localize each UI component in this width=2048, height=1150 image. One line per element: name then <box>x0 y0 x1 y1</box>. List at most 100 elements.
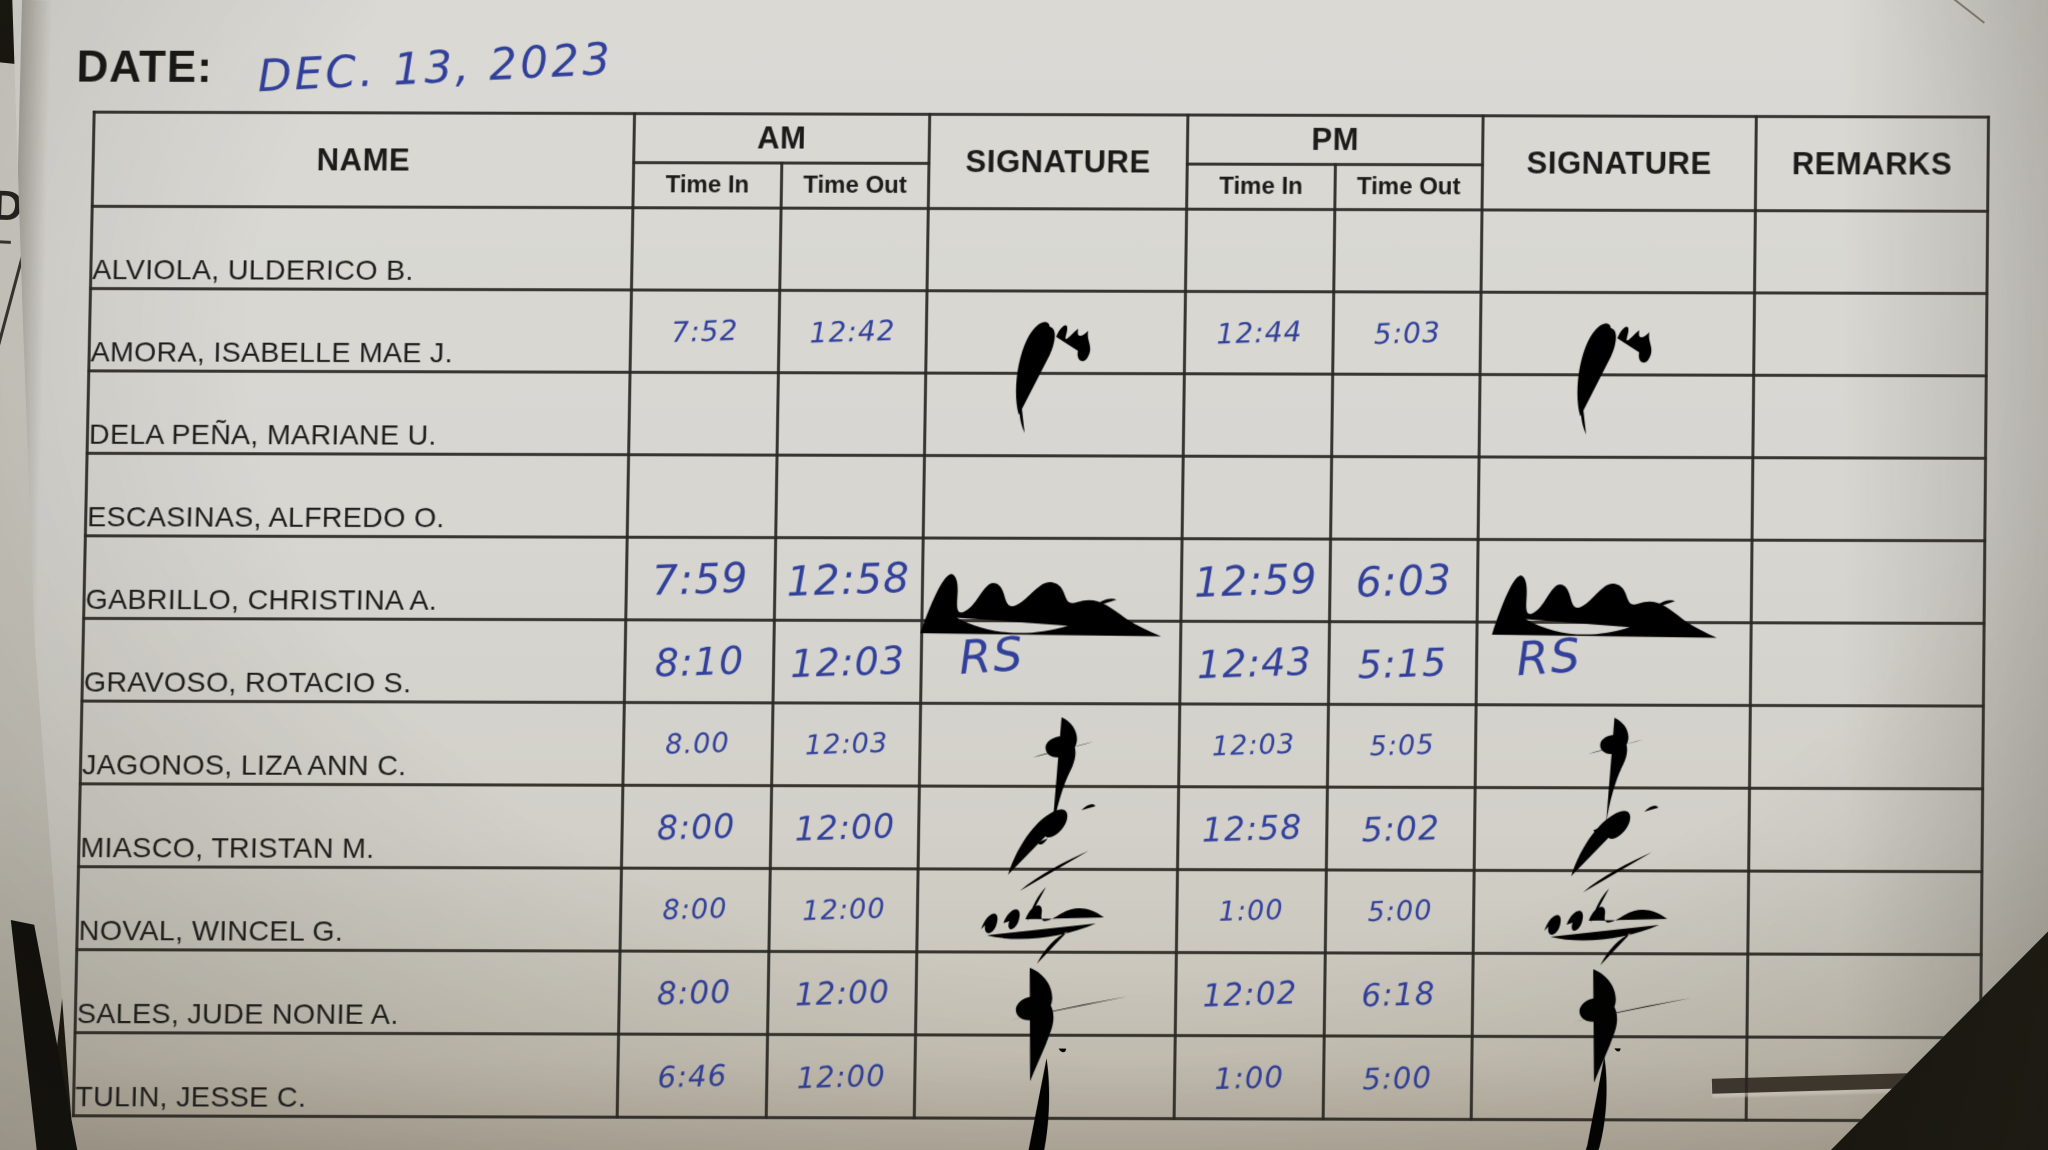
am-time-in-value: 8:00 <box>662 893 728 927</box>
am-signature-cell <box>918 786 1179 922</box>
am-time-in-cell: 8:10 <box>624 619 775 703</box>
employee-name: GRAVOSO, ROTACIO S. <box>81 618 626 703</box>
table-row: MIASCO, TRISTAN M. 8:00 12:00 12:58 5:02 <box>78 783 1983 923</box>
table-row: TULIN, JESSE C. 6:46 12:00 1:00 5:00 <box>73 1032 1981 1150</box>
am-time-in-cell <box>631 207 782 291</box>
pm-signature-cell <box>1475 704 1751 833</box>
header-am-time-in: Time In <box>632 162 782 209</box>
am-time-out-cell: 12:00 <box>770 785 920 869</box>
am-time-in-value: 7:52 <box>671 313 739 349</box>
pm-signature-cell <box>1473 870 1749 966</box>
header-am-time-out: Time Out <box>781 163 929 209</box>
pm-time-out-value: 5:00 <box>1366 894 1433 929</box>
header-signature-pm: SIGNATURE <box>1482 115 1757 211</box>
under-sheet-line-fragment <box>0 237 11 244</box>
am-time-in-value: 8:00 <box>656 805 737 848</box>
am-time-in-cell: 8:00 <box>620 868 771 952</box>
pm-time-out-cell: 5:02 <box>1326 787 1476 871</box>
pm-time-out-value: 5:03 <box>1372 315 1441 351</box>
pm-time-out-cell: 5:00 <box>1325 869 1475 954</box>
am-signature-cell <box>925 290 1186 434</box>
pm-signature-cell <box>1480 292 1755 435</box>
am-time-out-value: 12:00 <box>795 1057 886 1095</box>
table-row: SALES, JUDE NONIE A. 8:00 12:00 12:02 6:… <box>75 949 1982 1084</box>
pm-time-out-cell <box>1330 456 1480 540</box>
table-row: ALVIOLA, ULDERICO B. <box>90 206 1988 294</box>
am-time-in-value: 6:46 <box>657 1057 728 1095</box>
table-row: GABRILLO, CHRISTINA A. 7:59 12:58 12:59 … <box>83 535 1985 638</box>
remarks-cell <box>1753 292 1987 376</box>
pm-time-out-cell <box>1331 374 1481 457</box>
attendance-table: NAME AM SIGNATURE PM SIGNATURE REMARKS T… <box>71 110 1991 1150</box>
remarks-cell <box>1751 540 1985 624</box>
pm-time-in-cell: 12:44 <box>1184 291 1334 375</box>
table-row: ESCASINAS, ALFREDO O. <box>85 453 1986 541</box>
pm-time-in-cell: 1:00 <box>1176 869 1327 953</box>
pm-time-in-value: 12:44 <box>1215 314 1303 351</box>
am-signature-cell <box>919 703 1180 845</box>
pm-signature-cell: RS <box>1476 622 1752 706</box>
table-row: JAGONOS, LIZA ANN C. 8.00 12:03 12:03 5:… <box>80 701 1984 845</box>
am-time-in-cell: 8.00 <box>622 702 773 786</box>
am-time-out-cell <box>775 455 925 539</box>
header-remarks: REMARKS <box>1755 116 1989 212</box>
employee-name: JAGONOS, LIZA ANN C. <box>80 701 625 786</box>
am-time-in-value: 7:59 <box>652 552 750 605</box>
am-signature-cell: RS <box>920 620 1181 704</box>
date-handwritten-value: DEC. 13, 2023 <box>256 33 614 103</box>
remarks-cell <box>1748 788 1983 872</box>
am-time-out-cell <box>779 208 929 291</box>
date-row: DATE: DEC. 13, 2023 <box>76 34 613 103</box>
am-signature-cell <box>924 373 1185 457</box>
pm-time-in-cell <box>1182 456 1332 540</box>
am-time-out-cell: 12:00 <box>767 951 917 1035</box>
date-label: DATE: <box>76 42 214 92</box>
am-time-out-value: 12:42 <box>809 313 896 350</box>
header-name: NAME <box>92 112 635 208</box>
pm-time-in-cell <box>1185 209 1335 292</box>
signature-gravoso-am: RS <box>957 626 1026 685</box>
pm-time-in-cell <box>1183 373 1333 457</box>
table-row: NOVAL, WINCEL G. 8:00 12:00 1:00 5:00 <box>76 866 1982 966</box>
pm-signature-cell <box>1474 787 1750 923</box>
am-time-in-value: 8.00 <box>665 727 731 761</box>
pm-time-out-cell: 6:18 <box>1324 952 1474 1037</box>
pm-time-in-value: 1:00 <box>1218 894 1285 928</box>
pm-signature-cell <box>1471 1036 1747 1150</box>
employee-name: ALVIOLA, ULDERICO B. <box>90 206 633 290</box>
pm-time-in-value: 1:00 <box>1214 1058 1285 1096</box>
pm-time-in-cell: 12:58 <box>1177 786 1328 870</box>
table-row: AMORA, ISABELLE MAE J. 7:52 12:42 12:44 … <box>88 288 1987 435</box>
am-signature-cell <box>915 951 1177 1082</box>
am-time-in-cell <box>627 454 778 538</box>
employee-name: TULIN, JESSE C. <box>73 1032 619 1118</box>
remarks-cell <box>1749 705 1984 789</box>
table-header: NAME AM SIGNATURE PM SIGNATURE REMARKS T… <box>92 112 1989 212</box>
header-signature-am: SIGNATURE <box>928 114 1188 210</box>
header-pm-time-out: Time Out <box>1334 164 1483 210</box>
header-am: AM <box>633 113 930 164</box>
pm-signature-cell <box>1472 953 1748 1084</box>
pm-time-in-value: 12:43 <box>1196 638 1313 687</box>
pm-time-in-value: 12:03 <box>1211 728 1296 763</box>
pm-time-out-cell: 6:03 <box>1329 539 1479 623</box>
am-time-out-cell: 12:58 <box>774 537 924 621</box>
pm-time-out-cell: 5:03 <box>1332 291 1482 375</box>
am-time-out-cell <box>777 372 926 456</box>
am-time-out-cell: 12:00 <box>768 868 919 952</box>
am-time-out-cell: 12:42 <box>778 290 928 374</box>
am-signature-cell <box>914 1034 1176 1150</box>
header-pm-time-in: Time In <box>1186 164 1336 210</box>
pm-signature-cell <box>1481 209 1756 293</box>
remarks-cell <box>1750 622 1985 707</box>
employee-name: DELA PEÑA, MARIANE U. <box>87 370 631 455</box>
table-row: GRAVOSO, ROTACIO S. 8:10 12:03 RS 12:43 … <box>81 618 1985 707</box>
pm-time-out-value: 6:03 <box>1355 554 1453 607</box>
pm-time-in-value: 12:59 <box>1193 554 1319 607</box>
am-time-out-value: 12:00 <box>794 805 896 849</box>
pm-time-out-cell: 5:05 <box>1327 704 1477 788</box>
am-time-out-value: 12:00 <box>801 893 886 928</box>
remarks-cell <box>1752 457 1986 541</box>
